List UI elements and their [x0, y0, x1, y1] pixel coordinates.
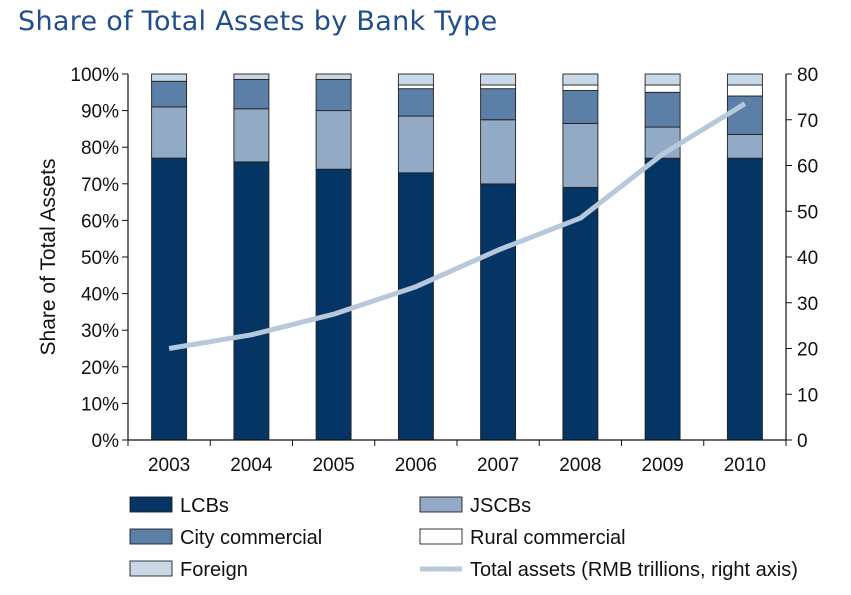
legend-swatch-rural-commercial	[419, 528, 463, 545]
bar-segment-lcbs-2007	[480, 183, 517, 441]
left-tick-label-70: 70%	[81, 175, 119, 196]
x-tick-label-2008: 2008	[559, 455, 601, 476]
bar-segment-jscbs-2007	[480, 119, 517, 185]
x-tick-label-2003: 2003	[148, 455, 190, 476]
bar-segment-jscbs-2003	[151, 106, 188, 159]
left-tick-label-100: 100%	[70, 65, 119, 86]
left-tick-label-30: 30%	[81, 321, 119, 342]
right-tick-label-80: 80	[797, 65, 818, 86]
bar-segment-lcbs-2005	[315, 168, 352, 441]
total-assets-line	[168, 101, 747, 351]
bar-segment-jscbs-2008	[562, 122, 599, 188]
left-tick-label-10: 10%	[81, 394, 119, 415]
bar-segment-foreign-2009	[644, 73, 681, 86]
bar-segment-lcbs-2004	[233, 161, 270, 441]
bar-segment-city-commercial-2008	[562, 90, 599, 124]
legend-label-foreign: Foreign	[180, 559, 248, 581]
bar-segment-city-commercial-2010	[726, 95, 763, 135]
bar-segment-lcbs-2008	[562, 187, 599, 441]
right-tick-label-70: 70	[797, 111, 818, 132]
right-tick-label-40: 40	[797, 248, 818, 269]
x-tick-label-2010: 2010	[724, 455, 766, 476]
bar-segment-city-commercial-2006	[397, 88, 434, 117]
bar-segment-lcbs-2009	[644, 157, 681, 441]
bar-segment-jscbs-2005	[315, 110, 352, 170]
x-tick-label-2005: 2005	[312, 455, 354, 476]
y-axis-label: Share of Total Assets	[37, 159, 60, 356]
bar-segment-city-commercial-2005	[315, 79, 352, 112]
bar-segment-foreign-2007	[480, 73, 517, 86]
bar-segment-city-commercial-2003	[151, 80, 188, 108]
legend-label-rural-commercial: Rural commercial	[470, 527, 626, 549]
right-tick-label-0: 0	[797, 431, 808, 452]
bar-segment-foreign-2006	[397, 73, 434, 86]
x-tick-label-2006: 2006	[395, 455, 437, 476]
bar-segment-jscbs-2006	[397, 115, 434, 174]
legend-swatch-lcbs	[129, 496, 173, 513]
x-tick-label-2009: 2009	[641, 455, 683, 476]
right-tick-label-10: 10	[797, 385, 818, 406]
left-tick-label-60: 60%	[81, 211, 119, 232]
bar-segment-foreign-2004	[233, 73, 270, 80]
bar-segment-rural-commercial-2008	[562, 84, 599, 91]
left-tick-label-40: 40%	[81, 285, 119, 306]
x-tick-label-2004: 2004	[230, 455, 273, 476]
legend-label-city-commercial: City commercial	[180, 527, 322, 549]
bar-segment-rural-commercial-2009	[644, 84, 681, 93]
left-tick-label-80: 80%	[81, 138, 119, 159]
bar-segment-jscbs-2010	[726, 133, 763, 159]
legend-label-jscbs: JSCBs	[470, 495, 531, 517]
legend-label-total-assets-rmb-trillions-right-axis: Total assets (RMB trillions, right axis)	[470, 559, 798, 581]
legend-swatch-foreign	[129, 560, 173, 577]
left-tick-label-50: 50%	[81, 248, 119, 269]
bar-segment-jscbs-2004	[233, 108, 270, 163]
left-tick-label-20: 20%	[81, 358, 119, 379]
bar-segment-foreign-2005	[315, 73, 352, 80]
bar-segment-lcbs-2010	[726, 157, 763, 441]
bar-segment-rural-commercial-2007	[480, 84, 517, 90]
bar-segment-foreign-2003	[151, 73, 188, 82]
bar-segment-rural-commercial-2006	[397, 84, 434, 90]
bar-segment-rural-commercial-2010	[726, 84, 763, 97]
legend-swatch-jscbs	[419, 496, 463, 513]
right-tick-label-30: 30	[797, 294, 818, 315]
legend-swatch-city-commercial	[129, 528, 173, 545]
left-tick-label-90: 90%	[81, 102, 119, 123]
bar-segment-city-commercial-2004	[233, 79, 270, 110]
legend-label-lcbs: LCBs	[180, 495, 229, 517]
bar-segment-foreign-2008	[562, 73, 599, 86]
bar-segment-lcbs-2006	[397, 172, 434, 441]
right-tick-label-20: 20	[797, 340, 818, 361]
left-tick-label-0: 0%	[92, 431, 120, 452]
right-tick-label-60: 60	[797, 157, 818, 178]
chart-title: Share of Total Assets by Bank Type	[18, 6, 498, 37]
bar-segment-lcbs-2003	[151, 157, 188, 441]
right-tick-label-50: 50	[797, 202, 818, 223]
bar-segment-city-commercial-2009	[644, 91, 681, 128]
bar-segment-city-commercial-2007	[480, 88, 517, 121]
bar-segment-foreign-2010	[726, 73, 763, 86]
x-tick-label-2007: 2007	[477, 455, 519, 476]
